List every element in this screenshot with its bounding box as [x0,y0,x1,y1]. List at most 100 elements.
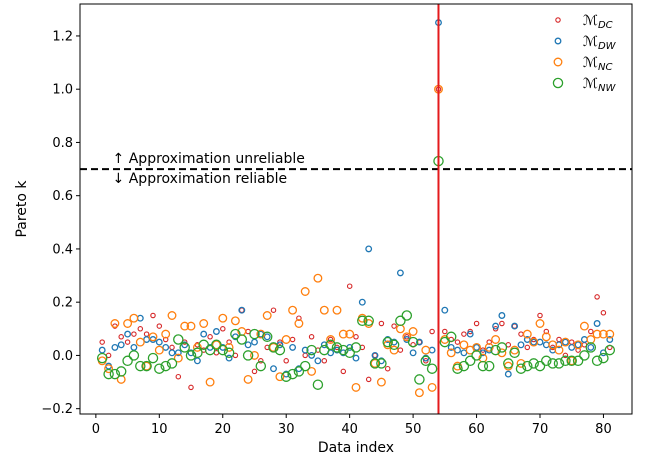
data-point [579,350,590,361]
data-point [128,350,140,361]
data-point [401,310,413,321]
data-point [160,360,171,372]
data-point [473,320,480,327]
data-point [340,368,347,375]
data-point [118,334,124,340]
data-point [230,328,241,340]
data-point [464,355,476,367]
data-point [103,368,114,380]
data-point [511,322,519,330]
data-point [161,329,171,339]
data-point [300,287,310,296]
data-point [357,315,368,327]
data-point [332,305,342,315]
data-point [168,349,176,357]
data-point [516,358,526,368]
data-point [154,363,165,374]
data-point [477,360,489,372]
data-point [185,350,197,361]
data-point [97,356,107,366]
data-point [541,355,552,367]
data-point [396,269,404,277]
data-point [293,366,305,377]
data-point [199,319,209,328]
data-point [352,354,360,362]
data-point [397,347,404,353]
data-point [301,346,309,354]
data-point [499,320,505,327]
data-point [96,352,108,364]
data-point [98,346,106,354]
data-point [484,342,494,352]
data-point [389,345,399,355]
data-point [117,341,125,349]
data-point [592,329,602,339]
data-point [562,352,569,359]
data-point [568,343,576,351]
data-point [591,355,603,367]
data-point [130,343,138,351]
data-point [307,366,317,376]
data-point [480,347,486,353]
data-point [173,334,184,345]
data-point [150,312,156,319]
data-point [345,329,355,339]
data-point [187,349,195,357]
data-point [382,336,393,348]
data-point [104,364,114,374]
legend-marker [555,17,561,23]
data-point [388,339,400,351]
data-point [217,344,229,356]
data-point [193,357,201,365]
data-point [129,313,139,323]
data-point [560,337,570,347]
data-point [415,338,423,346]
data-point [238,306,246,314]
data-point [275,372,285,382]
data-point [548,340,558,350]
legend-marker [553,57,563,67]
data-point [517,341,525,349]
data-point [124,330,132,338]
data-point [135,360,146,372]
data-point [226,339,232,345]
data-point [224,342,234,352]
data-point [543,328,550,335]
data-point [218,313,228,323]
data-point [574,341,582,349]
data-point [492,322,500,330]
data-point [211,340,221,350]
data-point [458,360,470,372]
data-point [604,344,616,356]
data-point [605,329,615,339]
data-point [414,374,425,385]
data-point [338,329,348,339]
data-point [518,331,524,337]
data-point [143,331,150,337]
data-point [390,338,398,346]
data-point [312,379,324,390]
data-point [173,353,183,363]
data-point [244,341,252,349]
data-point [166,358,178,369]
data-point [162,343,170,351]
data-point [492,326,499,332]
data-point [365,245,373,253]
legend-item-dw: ℳDW [554,34,617,52]
y-tick-label: 0.6 [52,189,73,204]
data-point [522,360,533,372]
x-axis-label: Data index [318,440,394,456]
data-point [598,352,609,364]
data-point [556,336,562,343]
data-point [572,355,584,367]
data-point [535,319,545,328]
data-point [442,328,448,335]
data-point [395,315,406,327]
data-point [269,342,278,352]
data-point [422,354,430,362]
y-axis-ticks: −0.2 0.0 0.2 0.4 0.6 0.8 1.0 1.2 [41,29,80,417]
data-point [454,339,461,345]
data-point [319,305,329,315]
data-point [223,347,235,359]
